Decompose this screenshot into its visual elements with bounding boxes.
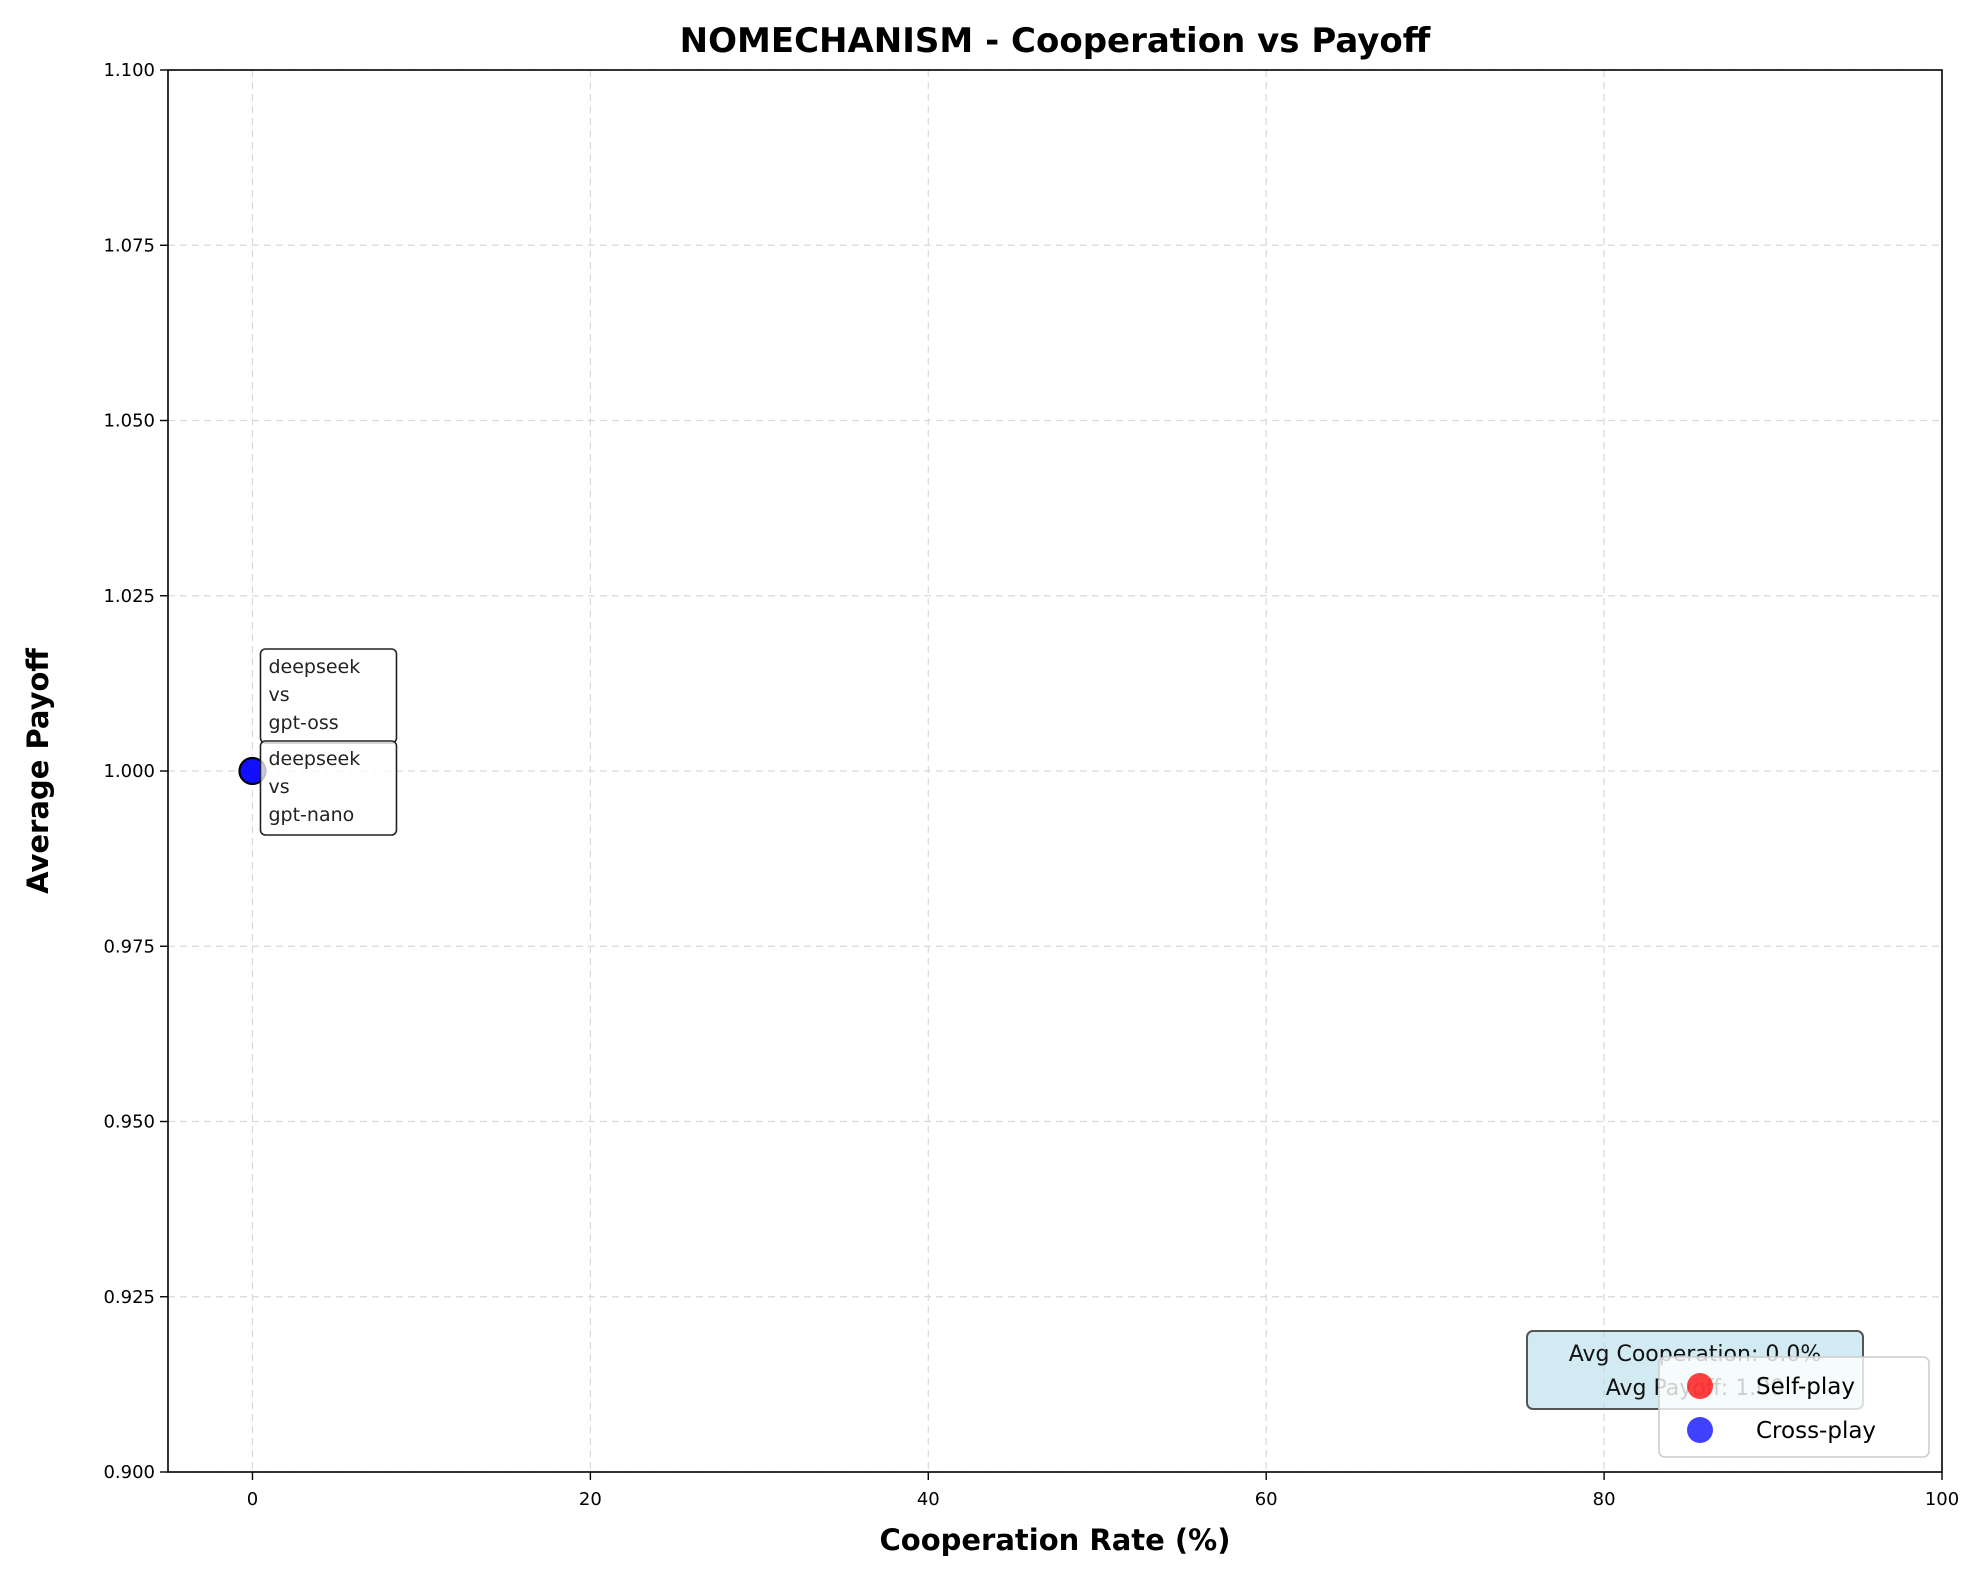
legend-frame — [1658, 1356, 1930, 1458]
y-tick-label: 0.975 — [103, 936, 155, 957]
y-axis-title: Average Payoff — [21, 648, 55, 894]
y-tick-label: 1.000 — [103, 761, 155, 782]
x-tick-label: 0 — [247, 1489, 258, 1510]
y-axis: 0.900 0.925 0.950 0.975 1.000 1.025 1.050 1.075… — [103, 60, 168, 1483]
annotation-text: vs — [268, 684, 289, 706]
legend-label: Self-play — [1756, 1374, 1855, 1400]
y-tick-label: 0.950 — [103, 1112, 155, 1133]
x-tick-label: 100 — [1925, 1489, 1959, 1510]
annotation-text: gpt-nano — [268, 804, 354, 826]
legend-label: Cross-play — [1756, 1418, 1876, 1444]
annotation-text: deepseek — [268, 748, 360, 770]
y-tick-label: 0.900 — [103, 1462, 155, 1483]
annotation-text: gpt-oss — [268, 712, 338, 734]
x-axis-title: Cooperation Rate (%) — [880, 1523, 1231, 1557]
legend: Self-play Cross-play — [1658, 1356, 1930, 1458]
chart-title: NOMECHANISM - Cooperation vs Payoff — [680, 21, 1431, 61]
data-points — [238, 757, 267, 785]
annotation-text: deepseek — [268, 656, 360, 678]
x-tick-label: 80 — [1593, 1489, 1616, 1510]
y-tick-label: 1.050 — [103, 411, 155, 432]
y-tick-label: 1.100 — [103, 60, 155, 81]
x-tick-label: 20 — [579, 1489, 602, 1510]
y-tick-label: 1.025 — [103, 586, 155, 607]
y-tick-label: 0.925 — [103, 1287, 155, 1308]
point-annotations: deepseek vs gpt-oss deepseek vs gpt-nano — [259, 648, 398, 836]
x-tick-label: 40 — [917, 1489, 940, 1510]
x-axis: 0 20 40 60 80 100 — [247, 1472, 1959, 1510]
x-tick-label: 60 — [1255, 1489, 1278, 1510]
annotation-box — [259, 740, 398, 836]
y-tick-label: 1.075 — [103, 235, 155, 256]
legend-marker — [1687, 1373, 1713, 1399]
annotation-text: vs — [268, 776, 289, 798]
legend-marker — [1687, 1417, 1713, 1443]
